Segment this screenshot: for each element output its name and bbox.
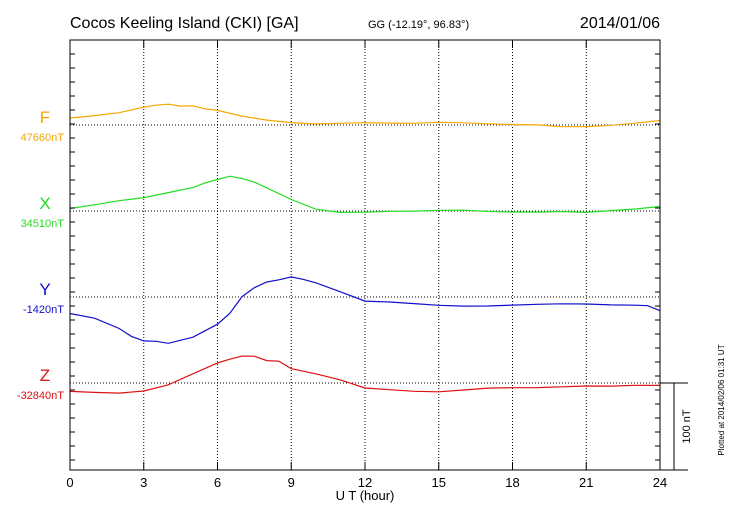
series-labels: F 47660nT X 34510nT Y -1420nT Z -32840nT (17, 108, 64, 402)
grid-lines (143, 40, 587, 470)
x-tick-label: 3 (140, 475, 147, 490)
x-tick-label: 0 (66, 475, 73, 490)
series-baseline-f: 47660nT (21, 132, 65, 144)
x-tick-label: 21 (579, 475, 593, 490)
baseline-lines (70, 124, 660, 384)
plotted-timestamp: Plotted at 2014/02/06 01:31 UT (717, 344, 726, 455)
x-tick-label: 15 (432, 475, 446, 490)
series-line-z (69, 355, 661, 394)
station-coordinates: GG (-12.19°, 96.83°) (368, 19, 469, 31)
series-baseline-x: 34510nT (21, 218, 65, 230)
x-tick-label: 12 (358, 475, 372, 490)
chart-date: 2014/01/06 (580, 15, 660, 32)
series-name-y: Y (39, 280, 50, 299)
series-line-x (69, 175, 661, 214)
series-line-y (69, 276, 661, 344)
scale-bar-label: 100 nT (681, 409, 693, 444)
x-tick-label: 24 (653, 475, 667, 490)
x-axis-label: U T (hour) (336, 488, 395, 503)
x-axis-ticks: 0 3 6 9 12 15 18 21 24 (66, 40, 667, 490)
series-baseline-y: -1420nT (23, 304, 64, 316)
series-name-f: F (40, 108, 50, 127)
series-name-x: X (39, 194, 50, 213)
x-tick-label: 9 (288, 475, 295, 490)
series-lines (69, 103, 661, 394)
series-baseline-z: -32840nT (17, 390, 64, 402)
x-tick-label: 18 (505, 475, 519, 490)
scale-bar (660, 382, 688, 471)
series-line-f (69, 103, 661, 128)
chart-title: Cocos Keeling Island (CKI) [GA] (70, 15, 299, 32)
series-name-z: Z (40, 366, 50, 385)
x-tick-label: 6 (214, 475, 221, 490)
